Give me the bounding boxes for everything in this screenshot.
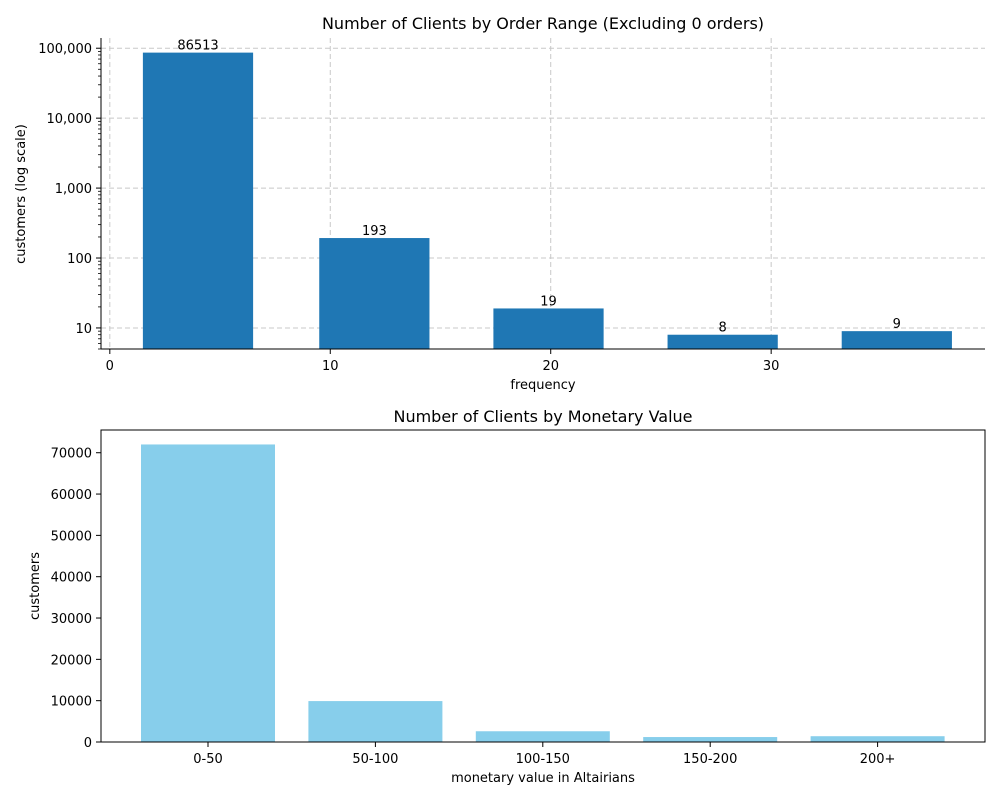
y-tick-label: 60000 xyxy=(51,488,92,503)
y-tick-label: 10000 xyxy=(51,695,92,710)
x-ticks: 0-50 50-100 100-150 150-200 200+ xyxy=(193,742,895,767)
bars xyxy=(141,444,945,742)
bar-value-label: 193 xyxy=(362,224,387,239)
chart-title: Number of Clients by Order Range (Exclud… xyxy=(322,14,764,33)
x-tick-label: 200+ xyxy=(860,752,896,767)
y-tick-label: 100,000 xyxy=(38,42,92,57)
bars xyxy=(142,52,952,350)
y-tick-label: 10,000 xyxy=(47,112,93,127)
bar xyxy=(841,331,952,349)
bar xyxy=(141,444,275,742)
x-tick-label: 150-200 xyxy=(683,752,737,767)
y-tick-label: 40000 xyxy=(51,571,92,586)
y-tick-label: 0 xyxy=(84,736,92,751)
y-tick-label: 70000 xyxy=(51,447,92,462)
bar xyxy=(308,701,443,742)
frequency-chart: Number of Clients by Order Range (Exclud… xyxy=(14,14,985,393)
x-axis-label: monetary value in Altairians xyxy=(451,771,635,786)
bar-value-label: 8 xyxy=(719,321,727,336)
y-tick-label: 30000 xyxy=(51,612,92,627)
x-tick-label: 10 xyxy=(322,359,339,374)
bar xyxy=(142,52,254,350)
y-ticks: 10 100 1,000 10,000 100,000 xyxy=(38,42,101,350)
x-tick-label: 0 xyxy=(106,359,114,374)
bar-value-label: 86513 xyxy=(177,39,218,54)
bar-value-label: 19 xyxy=(540,294,557,309)
x-ticks: 0 10 20 30 xyxy=(106,349,780,374)
y-axis-label: customers xyxy=(28,552,43,620)
data-labels: 86513 193 19 8 9 xyxy=(177,39,901,336)
x-tick-label: 100-150 xyxy=(516,752,570,767)
x-axis-label: frequency xyxy=(510,378,576,393)
bar-value-label: 9 xyxy=(893,317,901,332)
x-tick-label: 0-50 xyxy=(193,752,223,767)
y-axis-label: customers (log scale) xyxy=(14,124,29,264)
y-ticks: 0 10000 20000 30000 40000 50000 60000 70000 xyxy=(51,447,101,751)
monetary-chart: Number of Clients by Monetary Value 0 100… xyxy=(28,407,986,786)
bar xyxy=(643,737,778,742)
y-tick-label: 20000 xyxy=(51,653,92,668)
y-tick-label: 10 xyxy=(75,322,92,337)
bar xyxy=(319,238,430,349)
chart-title: Number of Clients by Monetary Value xyxy=(393,407,692,426)
bar xyxy=(493,308,604,349)
bar xyxy=(667,334,778,349)
x-tick-label: 50-100 xyxy=(352,752,398,767)
y-tick-label: 100 xyxy=(67,252,92,267)
x-tick-label: 30 xyxy=(763,359,780,374)
y-tick-label: 50000 xyxy=(51,529,92,544)
bar xyxy=(475,731,610,742)
bar xyxy=(810,736,945,742)
y-tick-label: 1,000 xyxy=(55,182,92,197)
x-tick-label: 20 xyxy=(542,359,559,374)
